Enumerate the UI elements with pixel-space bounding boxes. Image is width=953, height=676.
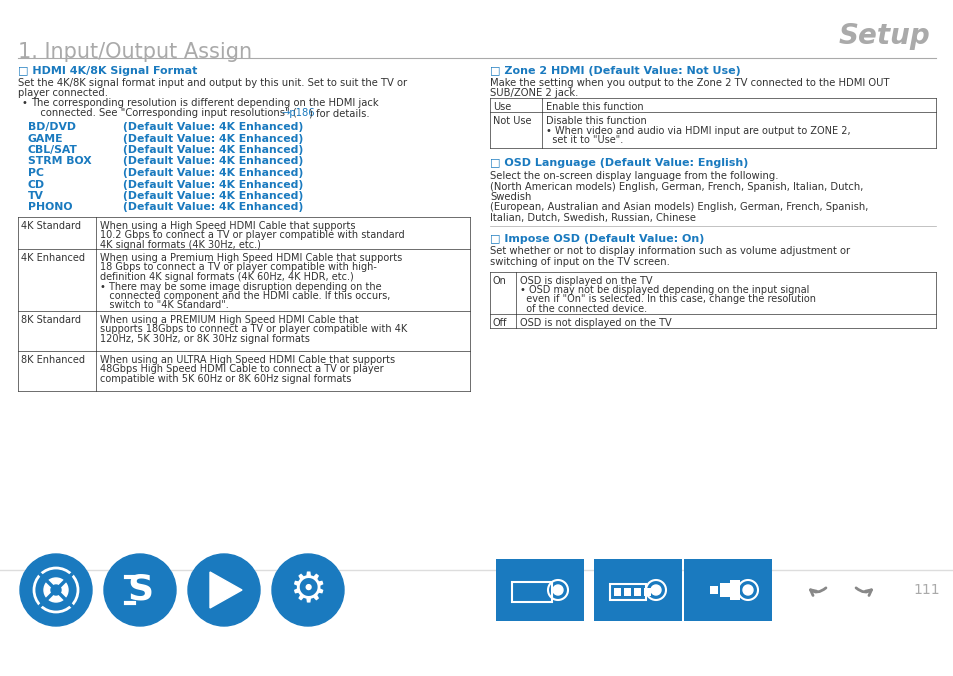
Text: even if "On" is selected. In this case, change the resolution: even if "On" is selected. In this case, … bbox=[519, 295, 815, 304]
Text: switch to "4K Standard".: switch to "4K Standard". bbox=[100, 301, 229, 310]
Circle shape bbox=[188, 554, 260, 626]
Text: Setup: Setup bbox=[838, 22, 929, 50]
Text: • When video and audio via HDMI input are output to ZONE 2,: • When video and audio via HDMI input ar… bbox=[545, 126, 850, 135]
Text: ⚙: ⚙ bbox=[289, 569, 326, 611]
Text: (Default Value: 4K Enhanced): (Default Value: 4K Enhanced) bbox=[123, 168, 303, 178]
Text: connected. See "Corresponding input resolutions" (: connected. See "Corresponding input reso… bbox=[30, 108, 296, 118]
Text: (Default Value: 4K Enhanced): (Default Value: 4K Enhanced) bbox=[123, 203, 303, 212]
Text: •: • bbox=[22, 98, 28, 108]
Text: Off: Off bbox=[493, 318, 507, 327]
Text: • There may be some image disruption depending on the: • There may be some image disruption dep… bbox=[100, 281, 381, 291]
Circle shape bbox=[20, 554, 91, 626]
Text: Set whether or not to display information such as volume adjustment or: Set whether or not to display informatio… bbox=[490, 247, 849, 256]
Text: ) for details.: ) for details. bbox=[309, 108, 369, 118]
FancyBboxPatch shape bbox=[496, 559, 583, 621]
Text: 120Hz, 5K 30Hz, or 8K 30Hz signal formats: 120Hz, 5K 30Hz, or 8K 30Hz signal format… bbox=[100, 334, 310, 344]
Text: When using a PREMIUM High Speed HDMI Cable that: When using a PREMIUM High Speed HDMI Cab… bbox=[100, 315, 358, 325]
Text: Make the setting when you output to the Zone 2 TV connected to the HDMI OUT: Make the setting when you output to the … bbox=[490, 78, 888, 88]
Text: connected component and the HDMI cable. If this occurs,: connected component and the HDMI cable. … bbox=[100, 291, 390, 301]
Text: (North American models) English, German, French, Spanish, Italian, Dutch,: (North American models) English, German,… bbox=[490, 181, 862, 191]
Text: of the connected device.: of the connected device. bbox=[519, 304, 646, 314]
FancyBboxPatch shape bbox=[614, 588, 620, 596]
Text: compatible with 5K 60Hz or 8K 60Hz signal formats: compatible with 5K 60Hz or 8K 60Hz signa… bbox=[100, 374, 351, 384]
Text: definition 4K signal formats (4K 60Hz, 4K HDR, etc.): definition 4K signal formats (4K 60Hz, 4… bbox=[100, 272, 354, 282]
Text: 8K Standard: 8K Standard bbox=[21, 315, 81, 325]
Text: PHONO: PHONO bbox=[28, 203, 72, 212]
Text: S: S bbox=[127, 573, 152, 607]
Text: When using a High Speed HDMI Cable that supports: When using a High Speed HDMI Cable that … bbox=[100, 221, 355, 231]
Text: (Default Value: 4K Enhanced): (Default Value: 4K Enhanced) bbox=[123, 133, 303, 143]
FancyBboxPatch shape bbox=[643, 588, 650, 596]
Text: Italian, Dutch, Swedish, Russian, Chinese: Italian, Dutch, Swedish, Russian, Chines… bbox=[490, 213, 696, 223]
Text: Not Use: Not Use bbox=[493, 116, 531, 126]
Polygon shape bbox=[210, 572, 242, 608]
Text: CD: CD bbox=[28, 180, 45, 189]
Text: SUB/ZONE 2 jack.: SUB/ZONE 2 jack. bbox=[490, 88, 578, 98]
Text: 10.2 Gbps to connect a TV or player compatible with standard: 10.2 Gbps to connect a TV or player comp… bbox=[100, 231, 404, 241]
Text: set it to "Use".: set it to "Use". bbox=[545, 135, 622, 145]
Text: 48Gbps High Speed HDMI Cable to connect a TV or player: 48Gbps High Speed HDMI Cable to connect … bbox=[100, 364, 383, 375]
Text: (European, Australian and Asian models) English, German, French, Spanish,: (European, Australian and Asian models) … bbox=[490, 203, 867, 212]
Text: Swedish: Swedish bbox=[490, 192, 531, 202]
Circle shape bbox=[51, 585, 61, 595]
Text: □ Zone 2 HDMI (Default Value: Not Use): □ Zone 2 HDMI (Default Value: Not Use) bbox=[490, 66, 740, 76]
Text: 18 Gbps to connect a TV or player compatible with high-: 18 Gbps to connect a TV or player compat… bbox=[100, 262, 376, 272]
Text: (Default Value: 4K Enhanced): (Default Value: 4K Enhanced) bbox=[123, 191, 303, 201]
Text: Use: Use bbox=[493, 102, 511, 112]
Text: (Default Value: 4K Enhanced): (Default Value: 4K Enhanced) bbox=[123, 180, 303, 189]
Text: When using an ULTRA High Speed HDMI Cable that supports: When using an ULTRA High Speed HDMI Cabl… bbox=[100, 355, 395, 365]
Circle shape bbox=[104, 554, 175, 626]
Text: 8K Enhanced: 8K Enhanced bbox=[21, 355, 85, 365]
Text: On: On bbox=[493, 276, 506, 285]
Circle shape bbox=[272, 554, 344, 626]
Circle shape bbox=[44, 578, 68, 602]
Text: STRM BOX: STRM BOX bbox=[28, 157, 91, 166]
FancyBboxPatch shape bbox=[720, 583, 729, 597]
FancyBboxPatch shape bbox=[709, 586, 718, 594]
FancyBboxPatch shape bbox=[623, 588, 630, 596]
FancyBboxPatch shape bbox=[634, 588, 640, 596]
Text: 4K Enhanced: 4K Enhanced bbox=[21, 253, 85, 263]
Text: →p186: →p186 bbox=[281, 108, 314, 118]
Circle shape bbox=[553, 585, 562, 595]
Text: Disable this function: Disable this function bbox=[545, 116, 646, 126]
Text: 111: 111 bbox=[912, 583, 939, 597]
Circle shape bbox=[650, 585, 660, 595]
Text: BD/DVD: BD/DVD bbox=[28, 122, 76, 132]
Text: □ HDMI 4K/8K Signal Format: □ HDMI 4K/8K Signal Format bbox=[18, 66, 197, 76]
Text: Set the 4K/8K signal format input and output by this unit. Set to suit the TV or: Set the 4K/8K signal format input and ou… bbox=[18, 78, 407, 88]
Text: • OSD may not be displayed depending on the input signal: • OSD may not be displayed depending on … bbox=[519, 285, 808, 295]
Text: □ OSD Language (Default Value: English): □ OSD Language (Default Value: English) bbox=[490, 158, 747, 168]
Text: 4K Standard: 4K Standard bbox=[21, 221, 81, 231]
Text: (Default Value: 4K Enhanced): (Default Value: 4K Enhanced) bbox=[123, 157, 303, 166]
Text: □ Impose OSD (Default Value: On): □ Impose OSD (Default Value: On) bbox=[490, 233, 703, 243]
Text: When using a Premium High Speed HDMI Cable that supports: When using a Premium High Speed HDMI Cab… bbox=[100, 253, 402, 263]
Text: (Default Value: 4K Enhanced): (Default Value: 4K Enhanced) bbox=[123, 145, 303, 155]
Text: GAME: GAME bbox=[28, 133, 64, 143]
FancyBboxPatch shape bbox=[729, 580, 740, 600]
Text: 1. Input/Output Assign: 1. Input/Output Assign bbox=[18, 42, 252, 62]
Text: Select the on-screen display language from the following.: Select the on-screen display language fr… bbox=[490, 171, 778, 181]
Text: (Default Value: 4K Enhanced): (Default Value: 4K Enhanced) bbox=[123, 122, 303, 132]
Text: Enable this function: Enable this function bbox=[545, 102, 643, 112]
Text: player connected.: player connected. bbox=[18, 88, 108, 98]
Text: CBL/SAT: CBL/SAT bbox=[28, 145, 78, 155]
Text: 4K signal formats (4K 30Hz, etc.): 4K signal formats (4K 30Hz, etc.) bbox=[100, 240, 260, 250]
FancyBboxPatch shape bbox=[594, 559, 681, 621]
Text: switching of input on the TV screen.: switching of input on the TV screen. bbox=[490, 257, 669, 267]
Text: TV: TV bbox=[28, 191, 44, 201]
FancyBboxPatch shape bbox=[683, 559, 771, 621]
Text: PC: PC bbox=[28, 168, 44, 178]
Text: OSD is displayed on the TV: OSD is displayed on the TV bbox=[519, 276, 652, 285]
Circle shape bbox=[742, 585, 752, 595]
Text: supports 18Gbps to connect a TV or player compatible with 4K: supports 18Gbps to connect a TV or playe… bbox=[100, 324, 407, 335]
Text: OSD is not displayed on the TV: OSD is not displayed on the TV bbox=[519, 318, 671, 327]
Text: The corresponding resolution is different depending on the HDMI jack: The corresponding resolution is differen… bbox=[30, 98, 378, 108]
